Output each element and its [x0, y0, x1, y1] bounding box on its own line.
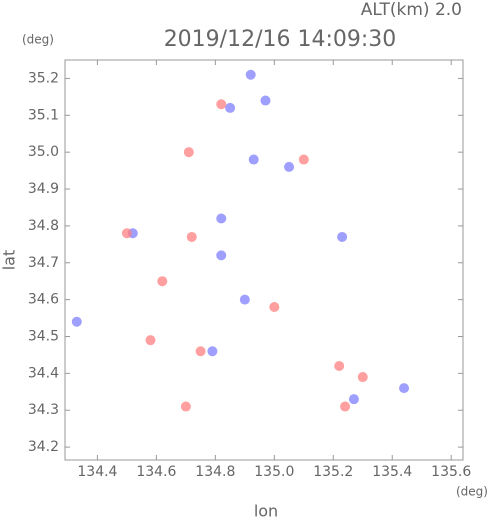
altitude: ALT(km) 2.0 — [361, 0, 462, 20]
echo — [183, 147, 194, 158]
y-tick-label: 34.2 — [28, 439, 59, 455]
echo — [71, 316, 82, 327]
y-tick-label: 34.5 — [28, 328, 59, 344]
echo — [216, 250, 227, 261]
echo — [340, 401, 351, 412]
y-tick-label: 34.4 — [28, 365, 59, 381]
y-tick-label: 35.2 — [28, 70, 59, 86]
y-axis-label: lat — [0, 250, 19, 271]
echo — [298, 154, 309, 165]
echo — [245, 69, 256, 80]
y-tick-label: 34.7 — [28, 255, 59, 271]
echo — [225, 102, 236, 113]
echo — [216, 99, 227, 110]
echo — [186, 231, 197, 242]
x-tick-label: 135.4 — [372, 464, 412, 480]
plot-frame — [64, 59, 464, 461]
y-tick-label: 34.3 — [28, 402, 59, 418]
echo — [216, 213, 227, 224]
y-tick-label: 34.9 — [28, 181, 59, 197]
x-tick-label: 134.6 — [136, 464, 176, 480]
echo — [180, 401, 191, 412]
echo — [357, 372, 368, 383]
y-tick-label: 34.8 — [28, 218, 59, 234]
y-tick-label: 35.0 — [28, 144, 59, 160]
echo — [248, 154, 259, 165]
echo — [239, 294, 250, 305]
y-unit: (deg) — [22, 33, 54, 47]
echo — [195, 346, 206, 357]
x-unit: (deg) — [456, 485, 488, 499]
y-tick-label: 34.6 — [28, 292, 59, 308]
x-tick-label: 135.0 — [254, 464, 294, 480]
x-axis-label: lon — [254, 502, 278, 521]
echo — [157, 276, 168, 287]
echo — [399, 383, 410, 394]
chart-title: 2019/12/16 14:09:30 — [164, 27, 397, 52]
x-tick-label: 134.8 — [195, 464, 235, 480]
x-tick-label: 134.4 — [77, 464, 117, 480]
echo — [121, 228, 132, 239]
echo — [337, 231, 348, 242]
y-tick-label: 35.1 — [28, 107, 59, 123]
x-tick-label: 135.6 — [431, 464, 471, 480]
echo — [260, 95, 271, 106]
echo — [207, 346, 218, 357]
echo — [348, 394, 359, 405]
echo — [145, 335, 156, 346]
echo — [334, 360, 345, 371]
echo — [269, 302, 280, 313]
x-tick-label: 135.2 — [313, 464, 353, 480]
echo — [284, 161, 295, 172]
